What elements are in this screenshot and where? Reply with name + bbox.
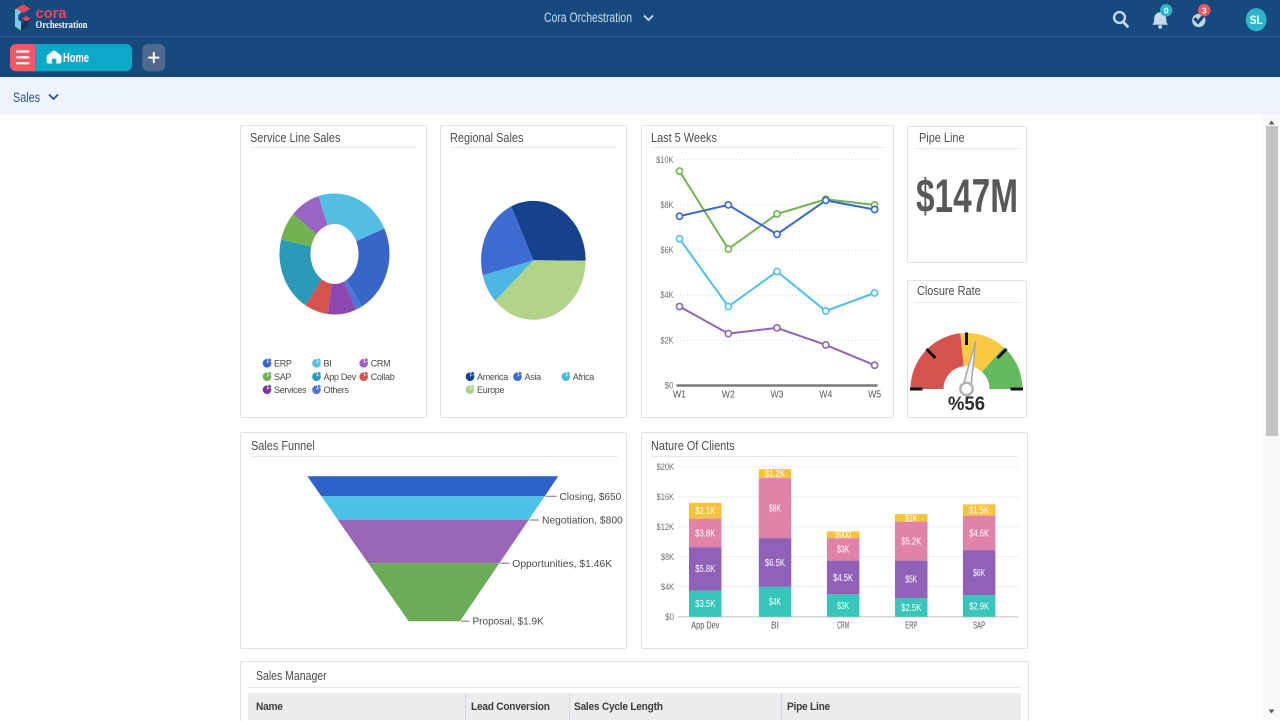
- svg-text:$4.6K: $4.6K: [969, 528, 989, 539]
- svg-text:Closing, $650: Closing, $650: [560, 491, 622, 503]
- svg-text:ERP: ERP: [905, 621, 917, 632]
- svg-text:CRM: CRM: [371, 359, 391, 369]
- svg-text:Europe: Europe: [477, 385, 505, 395]
- svg-text:$4K: $4K: [661, 582, 675, 593]
- svg-text:Negotiation, $800: Negotiation, $800: [542, 515, 623, 527]
- svg-text:$8K: $8K: [769, 504, 781, 515]
- svg-text:cora: cora: [36, 5, 68, 22]
- svg-text:$0: $0: [665, 381, 674, 392]
- svg-text:$3.5K: $3.5K: [695, 599, 715, 610]
- svg-text:SL: SL: [1250, 15, 1263, 27]
- svg-text:$10K: $10K: [656, 155, 674, 166]
- svg-text:$1.2K: $1.2K: [765, 469, 785, 480]
- svg-text:Opportunities, $1.46K: Opportunities, $1.46K: [512, 558, 612, 570]
- svg-text:$5.2K: $5.2K: [901, 537, 921, 548]
- svg-text:W5: W5: [868, 390, 881, 401]
- svg-text:$20K: $20K: [657, 462, 675, 473]
- svg-text:Asia: Asia: [525, 372, 542, 382]
- svg-text:$3K: $3K: [837, 601, 849, 612]
- svg-text:Others: Others: [324, 385, 350, 395]
- svg-text:$6.5K: $6.5K: [765, 558, 785, 569]
- svg-text:$4K: $4K: [769, 597, 781, 608]
- svg-text:0: 0: [1164, 5, 1169, 15]
- svg-text:ERP: ERP: [274, 359, 292, 369]
- svg-text:Services: Services: [274, 385, 307, 395]
- svg-text:W3: W3: [771, 390, 784, 401]
- svg-text:$147M: $147M: [916, 169, 1018, 222]
- svg-text:$5.8K: $5.8K: [695, 564, 715, 575]
- svg-text:%56: %56: [948, 394, 985, 415]
- svg-text:$900: $900: [835, 530, 851, 541]
- svg-text:$0: $0: [665, 612, 674, 623]
- svg-text:$16K: $16K: [657, 492, 675, 503]
- svg-text:$5K: $5K: [905, 575, 917, 586]
- svg-text:Africa: Africa: [573, 372, 595, 382]
- svg-text:Sales: Sales: [13, 90, 40, 105]
- svg-text:$4K: $4K: [661, 290, 675, 301]
- svg-text:$2K: $2K: [661, 335, 675, 346]
- svg-text:$1.5K: $1.5K: [969, 505, 989, 516]
- svg-text:$8K: $8K: [661, 200, 675, 211]
- svg-text:SAP: SAP: [274, 372, 291, 382]
- svg-text:$4.5K: $4.5K: [833, 573, 853, 584]
- svg-text:App Dev: App Dev: [691, 621, 719, 632]
- svg-text:$3.8K: $3.8K: [695, 528, 715, 539]
- svg-text:$2.9K: $2.9K: [969, 601, 989, 612]
- svg-text:SAP: SAP: [973, 621, 985, 632]
- svg-text:Orchestration: Orchestration: [36, 20, 88, 31]
- svg-text:3: 3: [1202, 5, 1207, 15]
- svg-text:$8K: $8K: [661, 552, 675, 563]
- svg-text:$1K: $1K: [905, 513, 917, 524]
- svg-text:BI: BI: [324, 359, 332, 369]
- svg-text:Cora Orchestration: Cora Orchestration: [544, 10, 632, 25]
- svg-text:W4: W4: [819, 390, 832, 401]
- svg-text:BI: BI: [771, 621, 779, 632]
- svg-text:America: America: [477, 372, 508, 382]
- svg-text:Proposal, $1.9K: Proposal, $1.9K: [473, 616, 544, 628]
- svg-text:$6K: $6K: [661, 245, 675, 256]
- svg-text:$3K: $3K: [837, 545, 849, 556]
- svg-text:$2.1K: $2.1K: [695, 506, 715, 517]
- svg-text:Home: Home: [63, 50, 89, 65]
- svg-text:W1: W1: [673, 390, 686, 401]
- svg-text:$12K: $12K: [657, 522, 675, 533]
- svg-text:Collab: Collab: [371, 372, 395, 382]
- svg-text:$6K: $6K: [973, 568, 985, 579]
- svg-text:CRM: CRM: [837, 621, 849, 632]
- svg-text:App Dev: App Dev: [324, 372, 357, 382]
- svg-text:W2: W2: [722, 390, 735, 401]
- svg-text:$2.5K: $2.5K: [901, 603, 921, 614]
